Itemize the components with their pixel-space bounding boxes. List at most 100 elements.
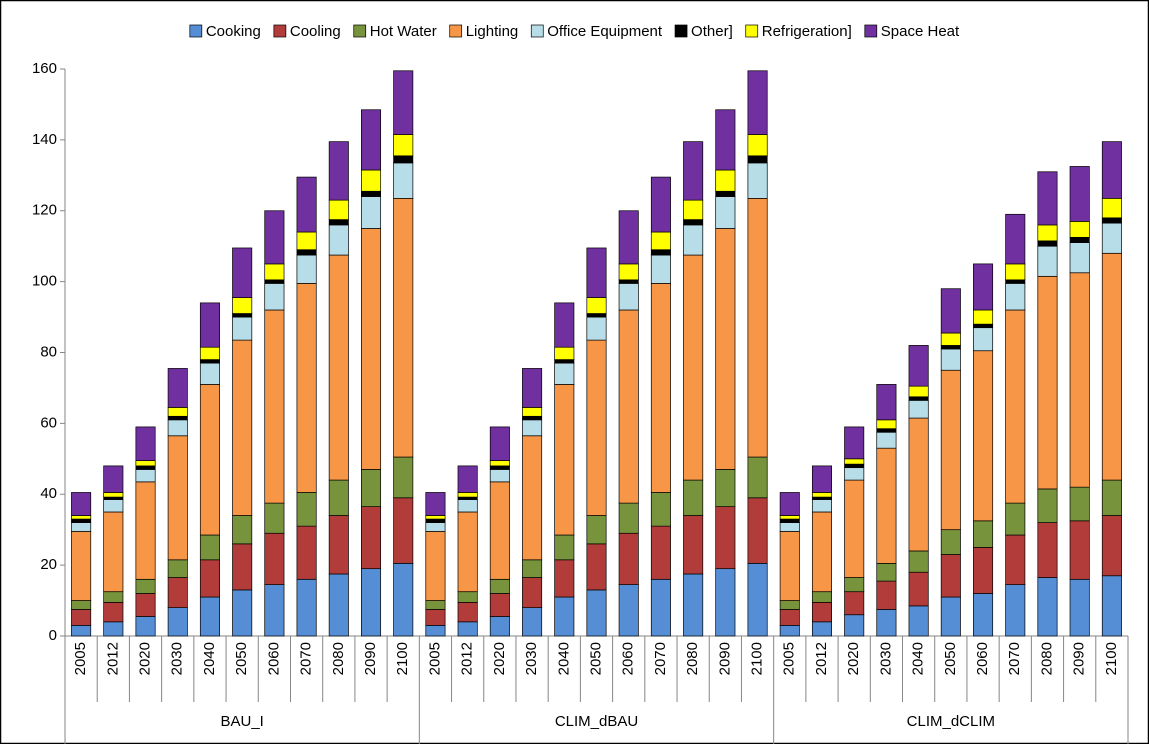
bar-segment [908, 396, 929, 401]
bar-segment [973, 350, 994, 522]
bar-segment [876, 609, 897, 637]
bar-segment [683, 199, 704, 220]
x-tick-label: 2050 [942, 642, 959, 675]
bar-segment [908, 550, 929, 573]
bar-segment [264, 279, 285, 284]
bar-segment [586, 313, 607, 318]
bar-segment [489, 426, 510, 461]
bar-segment [973, 263, 994, 311]
bar-segment [1037, 577, 1058, 637]
group-label: BAU_I [220, 713, 263, 730]
bar-segment [683, 254, 704, 481]
bar-segment [1005, 263, 1026, 281]
x-tick-label: 2070 [1006, 642, 1023, 675]
bar-segment [1037, 240, 1058, 247]
bar-segment [844, 426, 865, 460]
bar-segment [103, 601, 124, 623]
bar-segment [167, 368, 188, 408]
bar-segment [747, 162, 768, 199]
bar-segment [811, 601, 832, 623]
bar-segment [232, 515, 253, 545]
legend: Cooking Cooling Hot Water Lighting Office Eq… [189, 23, 960, 40]
bar-segment [554, 559, 575, 598]
legend-swatch [530, 24, 544, 38]
bar-segment [747, 563, 768, 637]
bar-segment [586, 543, 607, 591]
y-tick-label: 120 [32, 202, 57, 219]
y-tick-label: 20 [40, 556, 57, 573]
bar-segment [554, 384, 575, 536]
legend-label: Space Heat [881, 23, 960, 40]
bar-segment [103, 591, 124, 603]
bar-segment [71, 492, 92, 516]
bar-segment [296, 176, 317, 233]
bar-segment [393, 162, 414, 199]
bar-segment [135, 469, 156, 483]
bar-segment [973, 327, 994, 352]
bar-segment [135, 578, 156, 594]
bar-segment [296, 283, 317, 493]
bar-segment [779, 522, 800, 532]
bar-segment [135, 593, 156, 617]
bar-segment [361, 506, 382, 570]
bar-segment [876, 447, 897, 564]
bar-segment [554, 346, 575, 360]
bar-segment [199, 596, 220, 637]
bar-segment [425, 625, 446, 637]
bar-segment [973, 309, 994, 325]
bar-segment [522, 407, 543, 417]
bar-segment [199, 359, 220, 364]
bar-segment [103, 621, 124, 637]
bar-segment [554, 302, 575, 348]
bar-segment [1037, 171, 1058, 226]
y-tick-label: 160 [32, 60, 57, 77]
bar-segment [361, 469, 382, 508]
bar-segment [425, 492, 446, 516]
x-tick-label: 2080 [684, 642, 701, 675]
x-tick-label: 2040 [910, 642, 927, 675]
x-tick-label: 2012 [813, 642, 830, 675]
bar-segment [683, 515, 704, 575]
bar-segment [650, 176, 671, 233]
bar-segment [554, 362, 575, 385]
bar-segment [940, 348, 961, 371]
bar-segment [650, 283, 671, 493]
x-tick-label: 2090 [716, 642, 733, 675]
bar-segment [586, 339, 607, 516]
bar-segment [393, 456, 414, 499]
bar-segment [103, 496, 124, 500]
x-tick-label: 2040 [555, 642, 572, 675]
bar-segment [1069, 236, 1090, 243]
bar-segment [361, 190, 382, 197]
x-tick-label: 2020 [136, 642, 153, 675]
bar-segment [650, 578, 671, 637]
x-tick-label: 2090 [1071, 642, 1088, 675]
bar-segment [264, 502, 285, 534]
bar-segment [618, 210, 639, 265]
bar-segment [232, 339, 253, 516]
bar-segment [844, 591, 865, 616]
bar-segment [908, 605, 929, 637]
bar-segment [554, 534, 575, 561]
bar-segment [135, 426, 156, 461]
x-tick-label: 2005 [426, 642, 443, 675]
bar-segment [522, 368, 543, 408]
bar-segment [296, 578, 317, 637]
legend-swatch [273, 24, 287, 38]
bar-segment [715, 109, 736, 171]
bar-segment [811, 591, 832, 603]
bar-segment [425, 531, 446, 601]
bar-segment [940, 332, 961, 346]
bar-segment [167, 559, 188, 578]
bar-segment [264, 283, 285, 311]
bar-segment [232, 297, 253, 314]
bar-segment [296, 254, 317, 284]
bar-segment [618, 309, 639, 504]
bar-segment [457, 591, 478, 603]
bar-segment [1005, 213, 1026, 265]
bar-segment [167, 435, 188, 561]
bar-segment [811, 496, 832, 500]
bar-segment [747, 155, 768, 164]
bar-segment [425, 609, 446, 626]
